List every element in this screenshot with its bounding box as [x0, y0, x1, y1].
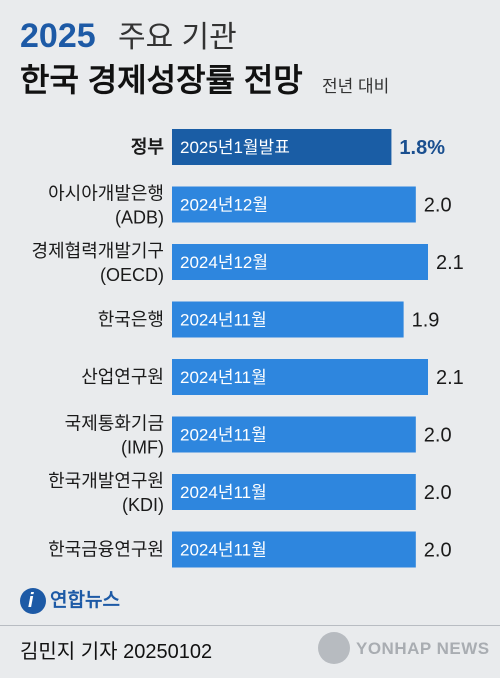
data-label: 2.0 — [424, 540, 452, 562]
category-label: 산업연구원 — [81, 367, 164, 387]
category-label: 정부 — [131, 137, 164, 157]
category-label: 아시아개발은행 — [48, 184, 164, 204]
bar — [172, 474, 416, 510]
logo-mark-icon: i — [28, 590, 34, 612]
logo-icon — [20, 588, 46, 614]
data-label: 2.0 — [424, 195, 452, 217]
bar — [172, 531, 416, 568]
bar-label: 2024년11월 — [180, 483, 267, 502]
yonhap-watermark: YONHAP NEWS — [318, 632, 493, 666]
bar-chart: 2025년1월발표 1.8% 정부 2024년12월 2.0 아시아개발은행 (ADB) 20… — [0, 118, 500, 578]
category-label: 한국금융연구원 — [48, 540, 164, 560]
bar — [172, 301, 404, 338]
title-year: 2025 — [20, 17, 96, 55]
data-label: 1.8% — [399, 137, 445, 159]
chart-title: 한국 경제성장률 전망 — [20, 62, 303, 98]
category-label: (OECD) — [100, 265, 164, 285]
yonhap-logo: i 연합뉴스 — [20, 588, 155, 618]
category-label: 한국은행 — [98, 310, 164, 330]
bar-label: 2024년11월 — [180, 426, 267, 445]
data-label: 2.0 — [424, 482, 452, 504]
logo-text: 연합뉴스 — [50, 590, 120, 611]
title-note: 전년 대비 — [322, 77, 390, 96]
category-label: (KDI) — [122, 495, 164, 515]
category-label: 국제통화기금 — [65, 414, 164, 434]
title-subtitle: 주요 기관 — [118, 21, 237, 54]
bar-label: 2024년11월 — [180, 368, 267, 387]
data-label: 2.0 — [424, 425, 452, 447]
category-label: (ADB) — [115, 208, 164, 228]
bar — [172, 129, 392, 165]
bar — [172, 186, 416, 223]
watermark-text: YONHAP NEWS — [356, 639, 490, 658]
bar — [172, 244, 428, 280]
bar-label: 2024년12월 — [180, 253, 268, 272]
bar — [172, 416, 416, 453]
bar-label: 2024년11월 — [180, 311, 267, 330]
category-label: 경제협력개발기구 — [32, 241, 164, 261]
bar-label: 2024년12월 — [180, 196, 268, 215]
category-label: (IMF) — [121, 438, 164, 458]
bar-chart-svg: 2025년1월발표 1.8% 정부 2024년12월 2.0 아시아개발은행 (ADB) 20… — [32, 129, 464, 568]
data-label: 2.1 — [436, 252, 464, 274]
bar-label: 2025년1월발표 — [180, 138, 290, 157]
reporter-credit: 김민지 기자 20250102 — [20, 641, 213, 663]
category-label: 한국개발연구원 — [48, 471, 164, 491]
data-label: 1.9 — [412, 310, 440, 332]
data-label: 2.1 — [436, 367, 464, 389]
bar-label: 2024년11월 — [180, 541, 267, 560]
bar — [172, 359, 428, 395]
footer-divider — [0, 625, 500, 626]
watermark-icon — [318, 632, 350, 664]
